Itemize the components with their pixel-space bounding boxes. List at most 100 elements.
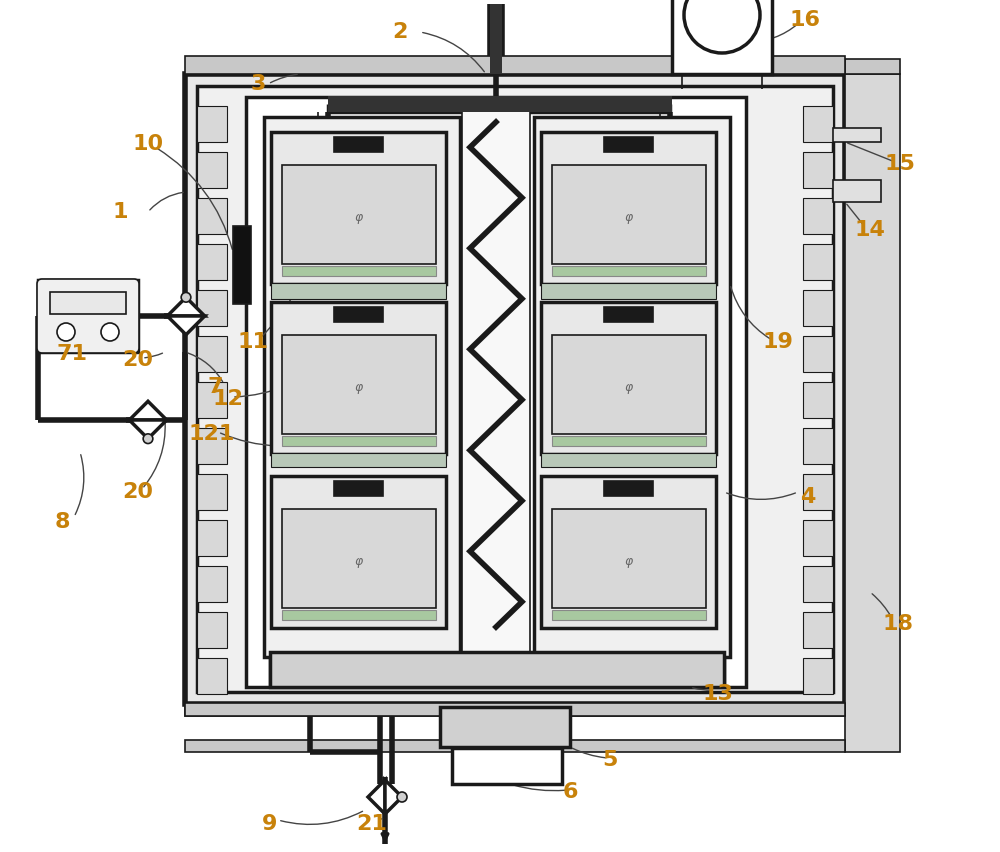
Bar: [490, 4, 502, 74]
Bar: [282, 435, 436, 446]
Text: 1: 1: [112, 202, 128, 222]
Text: 14: 14: [855, 220, 885, 240]
Bar: [833, 180, 881, 202]
Bar: [197, 86, 833, 692]
Text: 12: 12: [213, 389, 243, 409]
Bar: [552, 266, 706, 276]
Bar: [803, 336, 833, 372]
Bar: [197, 474, 227, 510]
Text: 2: 2: [392, 22, 408, 42]
Bar: [803, 474, 833, 510]
Text: 71: 71: [56, 344, 88, 364]
Bar: [452, 748, 562, 784]
Bar: [541, 132, 716, 284]
Text: 7: 7: [207, 377, 223, 397]
Polygon shape: [129, 420, 167, 439]
Bar: [282, 165, 436, 264]
Bar: [803, 382, 833, 418]
Bar: [197, 198, 227, 234]
Text: 9: 9: [262, 814, 278, 834]
Bar: [833, 128, 881, 142]
Text: 16: 16: [790, 10, 820, 30]
Text: 10: 10: [132, 134, 164, 154]
Text: 15: 15: [885, 154, 915, 174]
Bar: [534, 117, 730, 657]
Bar: [185, 74, 845, 704]
Bar: [552, 336, 706, 435]
Bar: [197, 382, 227, 418]
Bar: [541, 283, 716, 299]
Text: φ: φ: [624, 210, 633, 223]
Bar: [264, 117, 460, 657]
Bar: [197, 612, 227, 648]
Text: 8: 8: [54, 512, 70, 532]
Bar: [271, 302, 446, 454]
Text: φ: φ: [354, 381, 363, 394]
Bar: [334, 136, 383, 152]
Circle shape: [181, 292, 191, 302]
Circle shape: [684, 0, 760, 53]
Bar: [604, 481, 653, 496]
Bar: [328, 96, 670, 112]
Bar: [271, 476, 446, 628]
Bar: [197, 336, 227, 372]
Text: 6: 6: [562, 782, 578, 802]
Bar: [845, 74, 900, 752]
Text: 20: 20: [122, 482, 154, 502]
Bar: [282, 610, 436, 620]
Bar: [803, 244, 833, 280]
Bar: [541, 453, 716, 467]
Text: 21: 21: [357, 814, 387, 834]
Text: φ: φ: [354, 555, 363, 567]
Bar: [334, 481, 383, 496]
Bar: [282, 266, 436, 276]
Bar: [271, 132, 446, 284]
Circle shape: [143, 434, 153, 444]
Polygon shape: [129, 401, 167, 420]
Polygon shape: [167, 297, 205, 316]
Polygon shape: [167, 316, 205, 335]
Circle shape: [101, 323, 119, 341]
Text: φ: φ: [624, 555, 633, 567]
Bar: [660, 96, 672, 112]
Bar: [185, 56, 845, 74]
Bar: [197, 152, 227, 188]
Bar: [282, 336, 436, 435]
Circle shape: [57, 323, 75, 341]
Bar: [38, 280, 138, 352]
Bar: [271, 453, 446, 467]
Bar: [803, 520, 833, 556]
Bar: [803, 152, 833, 188]
Circle shape: [397, 792, 407, 802]
Bar: [197, 244, 227, 280]
Text: 19: 19: [763, 332, 793, 352]
Text: 11: 11: [238, 332, 268, 352]
Bar: [197, 566, 227, 602]
Text: 121: 121: [189, 424, 235, 444]
Bar: [604, 136, 653, 152]
Bar: [197, 520, 227, 556]
Bar: [552, 435, 706, 446]
Text: 4: 4: [800, 487, 816, 507]
Bar: [541, 302, 716, 454]
Bar: [185, 740, 845, 752]
Text: 5: 5: [602, 750, 618, 770]
Bar: [185, 704, 845, 716]
Bar: [462, 107, 530, 652]
Text: 20: 20: [122, 350, 154, 370]
Bar: [541, 476, 716, 628]
Text: φ: φ: [354, 210, 363, 223]
Bar: [197, 658, 227, 694]
Bar: [246, 97, 746, 687]
Bar: [270, 652, 724, 687]
Bar: [552, 165, 706, 264]
FancyBboxPatch shape: [37, 279, 139, 353]
Bar: [440, 707, 570, 747]
Bar: [803, 612, 833, 648]
Bar: [50, 292, 126, 314]
Bar: [552, 610, 706, 620]
Bar: [803, 198, 833, 234]
Bar: [197, 106, 227, 142]
Bar: [271, 283, 446, 299]
Bar: [604, 307, 653, 322]
